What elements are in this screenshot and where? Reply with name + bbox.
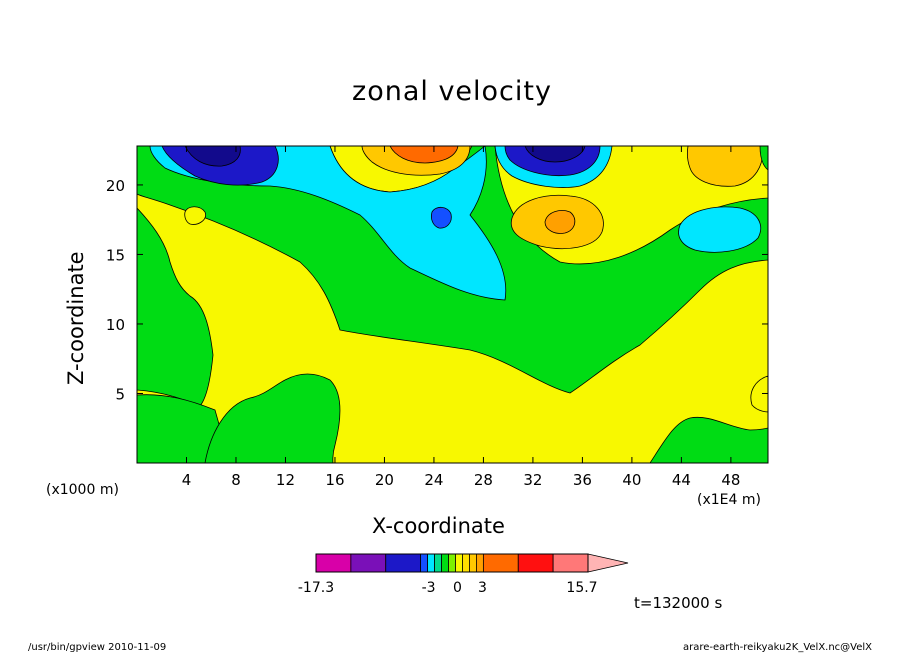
colorbar-segment — [476, 553, 484, 573]
plot-frame — [136, 145, 769, 464]
y-tick-label: 5 — [115, 385, 125, 403]
x-tick-label: 44 — [672, 471, 691, 489]
footer-right: arare-earth-reikyaku2K_VelX.nc@VelX — [683, 642, 873, 653]
colorbar-segment — [420, 553, 428, 573]
y-tick-label: 20 — [106, 177, 125, 195]
colorbar-tick-label: 3 — [478, 580, 487, 596]
field-positive-weak-island — [184, 206, 206, 225]
x-tick-label: 4 — [182, 471, 192, 489]
field-positive-weak-right — [750, 375, 768, 413]
colorbar-segment — [462, 553, 470, 573]
colorbar-segment — [517, 553, 554, 573]
x-tick-label: 32 — [523, 471, 542, 489]
x-axis-ticks: 4 8 12 16 20 24 28 32 36 40 44 48 — [182, 146, 740, 489]
field-orange-topright — [687, 146, 763, 187]
footer-left: /usr/bin/gpview 2010-11-09 — [28, 642, 167, 653]
contour-field — [137, 146, 768, 463]
y-tick-label: 10 — [106, 316, 125, 334]
x-tick-label: 40 — [622, 471, 641, 489]
colorbar-segment — [469, 553, 477, 573]
colorbar-segment — [434, 553, 442, 573]
field-green-topright — [759, 146, 768, 171]
colorbar-tick-label: 0 — [453, 580, 462, 596]
x-unit-left: (x1000 m) — [46, 482, 119, 498]
time-label: t=132000 s — [634, 594, 723, 612]
field-orange-right-core — [544, 210, 576, 234]
field-negative-weak-mid — [204, 373, 341, 463]
field-blue-island — [431, 206, 452, 229]
colorbar: -17.3 15.7 -3 0 3 — [298, 553, 629, 596]
x-tick-label: 28 — [474, 471, 493, 489]
colorbar-segment — [448, 553, 456, 573]
colorbar-extend-triangle — [587, 553, 629, 573]
field-dark-orange-center — [389, 146, 459, 164]
x-tick-label: 24 — [424, 471, 443, 489]
colorbar-segment — [441, 553, 449, 573]
x-tick-label: 48 — [721, 471, 740, 489]
colorbar-tick-label: -3 — [422, 580, 436, 596]
field-cyan-right — [678, 206, 762, 253]
colorbar-segment — [455, 553, 463, 573]
x-tick-label: 20 — [375, 471, 394, 489]
colorbar-frame — [315, 553, 589, 573]
x-tick-label: 36 — [573, 471, 592, 489]
colorbar-segment — [552, 553, 589, 573]
x-tick-label: 12 — [276, 471, 295, 489]
colorbar-segment — [385, 553, 422, 573]
colorbar-tick-label: 15.7 — [566, 580, 597, 596]
field-dark-blue-left-core — [184, 146, 241, 167]
x-tick-label: 16 — [325, 471, 344, 489]
x-tick-label: 8 — [231, 471, 241, 489]
colorbar-segment — [350, 553, 387, 573]
colorbar-tick-label: -17.3 — [298, 580, 334, 596]
field-negative-weak-right — [649, 416, 768, 463]
colorbar-segment — [482, 553, 519, 573]
x-axis-label: X-coordinate — [372, 514, 505, 538]
chart-title: zonal velocity — [352, 76, 552, 107]
y-axis-ticks: 5 10 15 20 — [106, 177, 768, 403]
x-unit-right: (x1E4 m) — [697, 492, 761, 508]
colorbar-segment — [315, 553, 352, 573]
y-tick-label: 15 — [106, 246, 125, 264]
colorbar-segment — [427, 553, 435, 573]
